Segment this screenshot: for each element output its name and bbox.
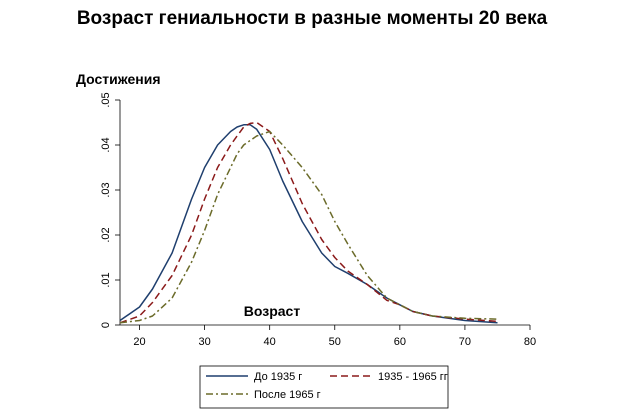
x-tick-label: 70 — [459, 336, 471, 348]
plot-area — [119, 100, 530, 326]
legend-label-0: До 1935 г — [254, 371, 302, 383]
x-tick-label: 60 — [394, 336, 406, 348]
legend-label-1: 1935 - 1965 гг — [378, 371, 448, 383]
x-tick-label: 20 — [133, 336, 145, 348]
x-tick-label: 40 — [264, 336, 276, 348]
series-lines — [119, 121, 498, 324]
series-line-1 — [119, 121, 498, 324]
legend-label-2: После 1965 г — [254, 389, 321, 401]
series-line-0 — [119, 124, 498, 324]
chart-title: Возраст гениальности в разные моменты 20… — [77, 8, 548, 29]
x-tick-label: 50 — [329, 336, 341, 348]
y-tick-label: .04 — [100, 137, 112, 152]
y-axis-label: Достижения — [76, 71, 161, 87]
y-tick-label: .05 — [100, 92, 112, 107]
x-tick-label: 30 — [198, 336, 210, 348]
y-axis: 0 .01 .02 .03 .04 .05 — [100, 92, 120, 328]
y-tick-label: 0 — [100, 322, 112, 328]
series-line-2 — [119, 130, 498, 324]
y-tick-label: .01 — [100, 272, 112, 287]
y-tick-label: .02 — [100, 227, 112, 242]
x-axis: 20 30 40 50 60 70 80 — [133, 325, 536, 348]
y-tick-label: .03 — [100, 182, 112, 197]
legend-box — [199, 365, 449, 409]
x-tick-label: 80 — [524, 336, 536, 348]
x-axis-label: Возраст — [244, 303, 301, 319]
legend: До 1935 г 1935 - 1965 гг После 1965 г — [199, 365, 449, 409]
